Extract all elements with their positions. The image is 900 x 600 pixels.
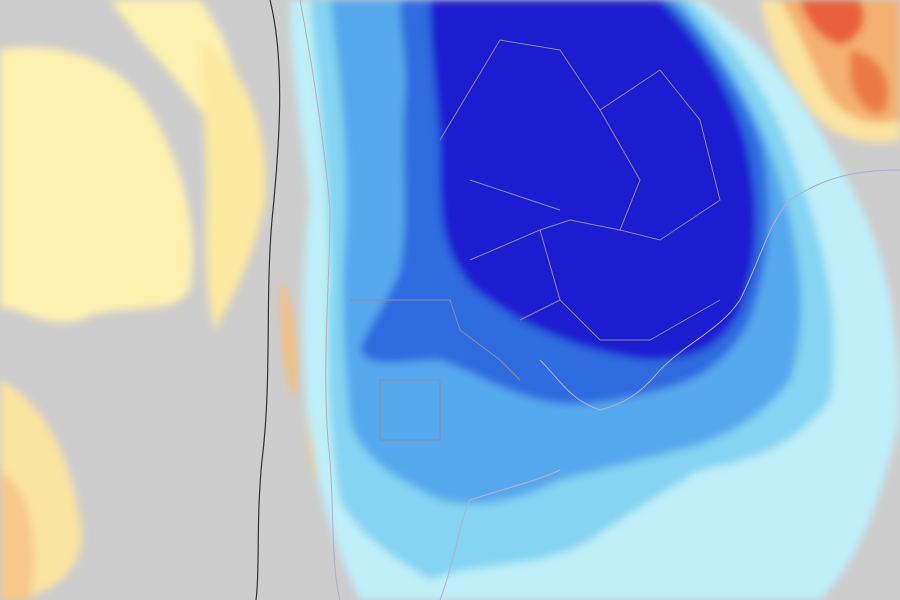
cold-anomalies xyxy=(290,0,900,600)
borders xyxy=(255,0,900,600)
